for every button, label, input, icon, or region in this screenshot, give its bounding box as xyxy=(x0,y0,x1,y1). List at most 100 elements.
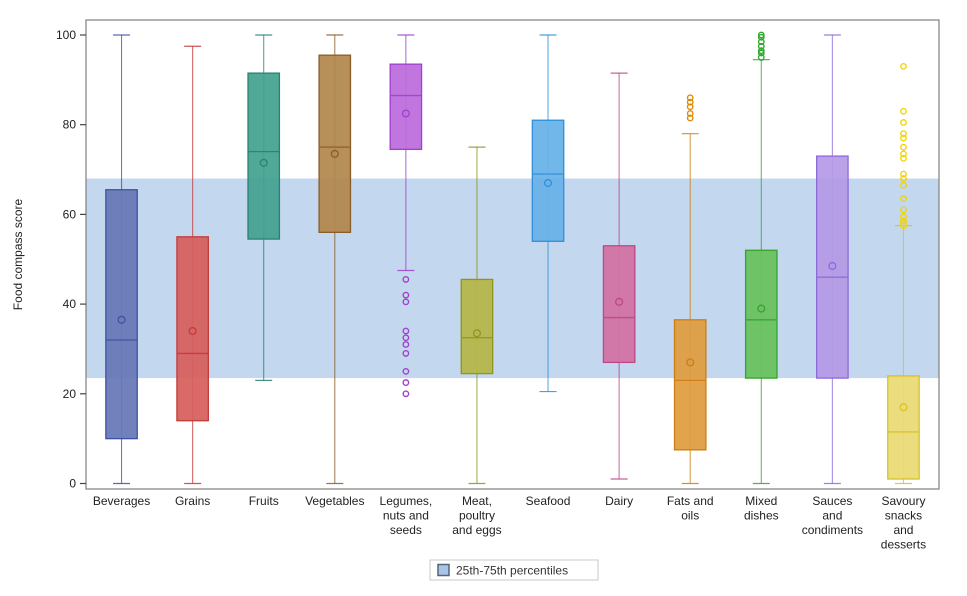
outlier-point xyxy=(686,110,694,117)
outlier-point xyxy=(757,31,765,39)
y-tick-label: 60 xyxy=(63,207,77,221)
y-tick-label: 100 xyxy=(56,28,76,42)
outlier-point xyxy=(900,143,907,151)
box-group-beverages xyxy=(105,34,138,485)
box-group-fats-and-oils xyxy=(673,94,707,485)
outlier-point xyxy=(757,42,765,50)
category-label: Grains xyxy=(175,494,210,508)
legend-label: 25th-75th percentiles xyxy=(456,564,568,578)
outlier-point xyxy=(402,334,410,342)
category-label: Meat, poultry and eggs xyxy=(452,494,501,537)
outlier-point xyxy=(900,222,907,230)
outlier-point xyxy=(402,341,410,348)
box-group-savoury-snacks-and-desserts xyxy=(887,62,920,485)
mean-marker xyxy=(401,109,410,118)
legend-swatch xyxy=(437,563,450,577)
y-tick-label: 0 xyxy=(69,477,76,491)
outlier-point xyxy=(402,298,410,306)
outlier-point xyxy=(686,103,694,111)
iqr-box xyxy=(673,319,707,451)
box-group-fruits xyxy=(247,34,281,381)
outlier-point xyxy=(900,130,907,138)
iqr-box xyxy=(602,245,636,364)
iqr-box xyxy=(176,236,209,422)
outlier-point xyxy=(900,206,907,214)
y-tick-label: 20 xyxy=(63,387,77,401)
outlier-point xyxy=(402,367,410,375)
outlier-point xyxy=(686,98,694,106)
outlier-point xyxy=(900,134,907,142)
mean-marker xyxy=(117,315,126,324)
outlier-point xyxy=(900,219,907,227)
box-group-grains xyxy=(176,45,209,485)
outlier-point xyxy=(900,150,907,158)
mean-marker xyxy=(330,149,339,158)
category-label: Vegetables xyxy=(305,494,364,508)
outlier-point xyxy=(900,213,907,221)
box-group-meat-poultry-and-eggs xyxy=(460,146,494,485)
iqr-box xyxy=(460,278,494,375)
box-group-dairy xyxy=(602,72,636,480)
mean-marker xyxy=(543,178,553,188)
outlier-point xyxy=(900,107,907,115)
outlier-point xyxy=(402,276,410,283)
outlier-point xyxy=(402,390,410,398)
iqr-box xyxy=(744,249,778,379)
category-label: Legumes, nuts and seeds xyxy=(380,494,433,537)
outlier-point xyxy=(757,33,765,41)
outlier-point xyxy=(900,154,907,162)
outlier-point xyxy=(757,47,765,55)
box-group-mixed-dishes xyxy=(744,31,778,485)
outlier-point xyxy=(757,38,765,46)
iqr-box xyxy=(318,54,352,233)
category-label: Savoury snacks and desserts xyxy=(881,494,926,552)
outlier-point xyxy=(900,119,907,126)
outlier-point xyxy=(900,195,907,203)
mean-marker xyxy=(899,403,908,412)
outlier-point xyxy=(402,350,410,357)
category-label: Seafood xyxy=(526,494,571,508)
mean-marker xyxy=(188,326,197,336)
category-label: Sauces and condiments xyxy=(802,494,863,537)
outlier-point xyxy=(900,170,907,178)
category-label: Fats and oils xyxy=(667,494,714,523)
iqr-box xyxy=(887,375,920,480)
outlier-point xyxy=(757,54,765,61)
outlier-point xyxy=(900,181,907,189)
y-axis-title: Food compass score xyxy=(11,198,25,310)
outlier-point xyxy=(900,62,907,70)
iqr-box xyxy=(105,189,138,440)
mean-marker xyxy=(686,358,695,367)
outlier-point xyxy=(402,327,410,335)
box-group-seafood xyxy=(531,34,565,393)
legend-box xyxy=(429,559,599,581)
iqr-box xyxy=(389,63,423,151)
mean-marker xyxy=(828,261,837,271)
y-tick-label: 80 xyxy=(63,118,77,132)
mean-marker xyxy=(472,329,482,338)
mean-marker xyxy=(757,304,766,313)
category-label: Dairy xyxy=(605,494,633,508)
outlier-point xyxy=(686,114,694,122)
box-group-vegetables xyxy=(318,34,352,485)
plot-border xyxy=(85,19,940,490)
outlier-point xyxy=(402,379,410,386)
box-group-legumes-nuts-and-seeds xyxy=(389,34,423,398)
category-label: Beverages xyxy=(93,494,150,508)
category-label: Mixed dishes xyxy=(744,494,779,523)
mean-marker xyxy=(259,158,268,167)
outlier-point xyxy=(900,217,907,225)
box-group-sauces-and-condiments xyxy=(816,34,849,485)
category-label: Fruits xyxy=(249,494,279,508)
mean-marker xyxy=(615,297,624,306)
iqr-box xyxy=(531,119,565,242)
legend: 25th-75th percentiles xyxy=(429,559,599,581)
outlier-point xyxy=(686,94,694,102)
percentile-band xyxy=(86,178,939,379)
outlier-point xyxy=(900,175,907,182)
outlier-point xyxy=(757,49,765,57)
iqr-box xyxy=(247,72,281,240)
y-tick-label: 40 xyxy=(63,297,77,311)
